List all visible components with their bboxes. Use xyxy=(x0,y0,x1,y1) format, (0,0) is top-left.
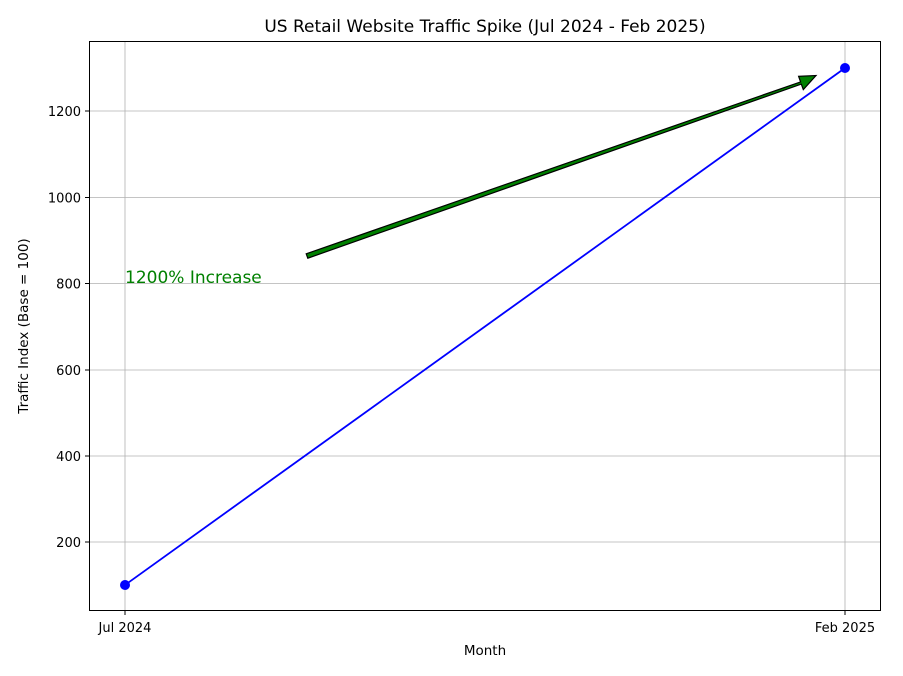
y-tick-label-1000: 1000 xyxy=(48,192,81,207)
annotation-text: 1200% Increase xyxy=(125,268,262,288)
x-axis-label: Month xyxy=(464,643,506,659)
y-tick-label-1200: 1200 xyxy=(48,105,81,120)
data-point-jul-2024[interactable] xyxy=(120,580,130,590)
y-axis-label: Traffic Index (Base = 100) xyxy=(16,238,32,414)
y-tick-label-600: 600 xyxy=(56,364,81,379)
grid xyxy=(89,41,881,611)
axes-frame xyxy=(89,41,881,611)
arrow-icon xyxy=(305,74,818,259)
y-tick-label-400: 400 xyxy=(56,450,81,465)
series-line-traffic-index xyxy=(124,67,846,586)
data-point-feb-2025[interactable] xyxy=(840,63,850,73)
x-tick-label-jul-2024: Jul 2024 xyxy=(98,621,152,636)
y-tick-label-800: 800 xyxy=(56,278,81,293)
x-axis xyxy=(124,610,846,615)
chart-title: US Retail Website Traffic Spike (Jul 202… xyxy=(264,17,705,37)
x-tick-label-feb-2025: Feb 2025 xyxy=(815,621,875,636)
y-tick-label-200: 200 xyxy=(56,536,81,551)
annotation-arrow xyxy=(305,74,818,259)
y-axis xyxy=(85,110,90,543)
